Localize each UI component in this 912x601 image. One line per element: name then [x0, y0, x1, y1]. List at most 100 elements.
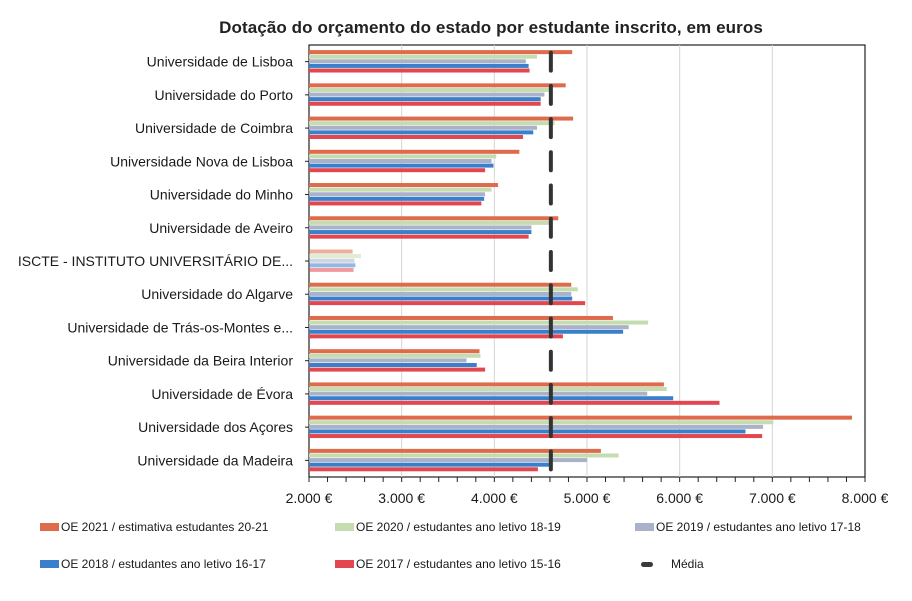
legend-item-oe2021: OE 2021 / estimativa estudantes 20-21: [40, 520, 335, 534]
bar: [309, 130, 534, 135]
x-tick-label: 6.000 €: [656, 490, 703, 506]
category-labels: Universidade de Lisboa Universidade do Po…: [18, 54, 293, 469]
bar: [309, 467, 538, 472]
bar: [309, 396, 674, 401]
legend-swatch-oe2021: [40, 523, 59, 531]
bar: [309, 400, 720, 405]
bar: [309, 315, 613, 320]
bar: [309, 296, 573, 301]
bar: [309, 230, 532, 235]
legend-label-oe2020: OE 2020 / estudantes ano letivo 18-19: [356, 520, 561, 534]
bar: [309, 97, 541, 102]
x-tick-label: 3.000 €: [378, 490, 425, 506]
bar: [309, 458, 587, 463]
x-tick-label: 2.000 €: [286, 490, 333, 506]
legend-swatch-oe2018: [40, 560, 59, 568]
bar: [309, 434, 763, 439]
bar: [309, 183, 499, 188]
bar: [309, 92, 545, 97]
bar: [309, 116, 574, 121]
bar: [309, 101, 541, 106]
bar: [309, 282, 572, 287]
bar: [309, 429, 746, 434]
category-label: Universidade de Coimbra: [135, 120, 293, 136]
bar: [309, 196, 485, 201]
bar: [309, 362, 477, 367]
bar: [309, 387, 667, 392]
chart-title: Dotação do orçamento do estado por estud…: [219, 18, 763, 37]
legend: OE 2021 / estimativa estudantes 20-21 OE…: [40, 517, 900, 591]
bar: [309, 63, 529, 68]
bar: [309, 349, 480, 354]
legend-item-oe2020: OE 2020 / estudantes ano letivo 18-19: [335, 520, 635, 534]
bar: [309, 59, 526, 64]
bar: [309, 125, 537, 130]
bar: [309, 334, 563, 339]
category-label: ISCTE - INSTITUTO UNIVERSITÁRIO DE...: [18, 253, 293, 269]
x-tick-label: 8.000 €: [842, 490, 889, 506]
category-label: Universidade de Évora: [151, 386, 293, 402]
category-label: Universidade da Madeira: [137, 452, 293, 468]
bar: [309, 54, 537, 59]
bar: [309, 87, 550, 92]
x-tick-label: 7.000 €: [749, 490, 796, 506]
bar: [309, 192, 486, 197]
bar: [309, 448, 601, 453]
category-label: Universidade dos Açores: [138, 419, 293, 435]
legend-swatch-media: [641, 561, 653, 567]
bar: [309, 320, 649, 325]
legend-swatch-oe2017: [335, 560, 354, 568]
x-tick-label: 4.000 €: [471, 490, 518, 506]
legend-label-oe2019: OE 2019 / estudantes ano letivo 17-18: [656, 520, 861, 534]
bar: [309, 353, 481, 358]
bar: [309, 225, 532, 230]
bar: [309, 159, 492, 164]
bar: [309, 462, 550, 467]
bar: [309, 50, 573, 55]
category-label: Universidade de Aveiro: [149, 220, 293, 236]
bar: [309, 267, 354, 272]
bar: [309, 234, 529, 239]
bar: [309, 154, 497, 159]
bar: [309, 134, 524, 139]
gridlines: [308, 44, 866, 478]
legend-label-oe2021: OE 2021 / estimativa estudantes 20-21: [61, 520, 269, 534]
bar: [309, 325, 629, 330]
legend-label-oe2017: OE 2017 / estudantes ano letivo 15-16: [356, 557, 561, 571]
bars: [309, 50, 853, 472]
category-label: Universidade de Lisboa: [147, 54, 294, 70]
bar: [309, 168, 486, 173]
x-tick-label: 5.000 €: [564, 490, 611, 506]
category-label: Universidade do Porto: [154, 87, 293, 103]
bar: [309, 149, 520, 154]
bar: [309, 216, 559, 221]
bar: [309, 68, 530, 73]
bar: [309, 187, 492, 192]
bar: [309, 358, 467, 363]
bar: [309, 201, 482, 206]
bar: [309, 291, 572, 296]
legend-item-oe2018: OE 2018 / estudantes ano letivo 16-17: [40, 557, 335, 571]
legend-item-oe2017: OE 2017 / estudantes ano letivo 15-16: [335, 557, 635, 571]
category-label: Universidade da Beira Interior: [108, 353, 294, 369]
legend-label-media: Média: [671, 557, 704, 571]
legend-item-oe2019: OE 2019 / estudantes ano letivo 17-18: [635, 520, 861, 534]
category-label: Universidade do Algarve: [141, 286, 293, 302]
category-label: Universidade do Minho: [150, 187, 293, 203]
legend-label-oe2018: OE 2018 / estudantes ano letivo 16-17: [61, 557, 266, 571]
bar: [309, 367, 486, 372]
legend-row-1: OE 2021 / estimativa estudantes 20-21 OE…: [40, 517, 900, 537]
legend-swatch-oe2020: [335, 523, 354, 531]
bar: [309, 301, 586, 306]
bar: [309, 329, 624, 334]
bar: [309, 382, 664, 387]
bar: [309, 83, 566, 88]
bar: [309, 287, 578, 292]
bar: [309, 163, 494, 168]
bar: [309, 254, 361, 259]
bar: [309, 420, 774, 425]
bar: [309, 263, 356, 268]
bar: [309, 453, 619, 458]
bar: [309, 249, 353, 254]
